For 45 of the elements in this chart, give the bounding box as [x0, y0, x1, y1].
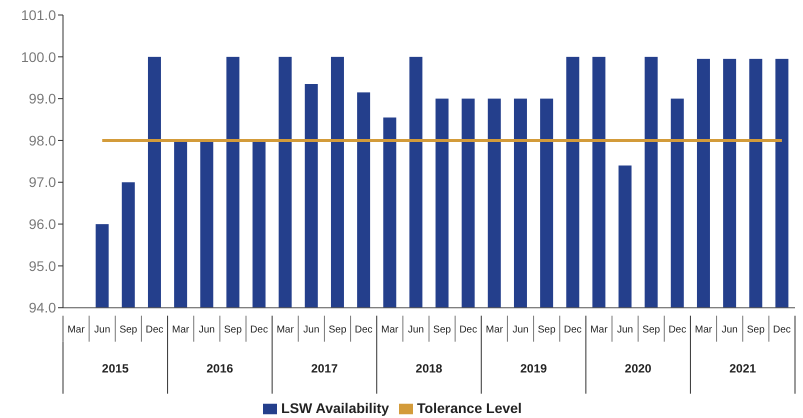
x-tick-label: Mar [486, 324, 504, 336]
text: 2021 [729, 362, 756, 376]
x-tick-label: Sep [746, 324, 766, 336]
x-tick-label: Sep [433, 324, 452, 336]
text: 2020 [624, 362, 652, 376]
y-tick-label: 95.0 [28, 258, 56, 274]
y-tick-label: 99.0 [28, 90, 56, 107]
legend-label: LSW Availability [281, 400, 390, 416]
x-tick-label: Dec [146, 324, 164, 336]
x-tick-label: Jun [512, 324, 529, 336]
x-tick-label: Jun [722, 324, 738, 336]
text: 2017 [311, 362, 338, 376]
y-tick-label: 97.0 [28, 174, 56, 190]
legend-label: Tolerance Level [417, 400, 522, 416]
x-tick-label: Dec [773, 324, 791, 336]
x-tick-label: Mar [381, 324, 400, 336]
y-tick-label: 101.0 [20, 6, 56, 23]
text: 2019 [520, 362, 548, 376]
x-tick-label: Sep [538, 324, 556, 336]
x-tick-label: Mar [694, 324, 713, 336]
x-tick-label: Sep [224, 324, 242, 336]
x-tick-label: Sep [328, 324, 347, 336]
x-tick-label: Mar [67, 324, 86, 336]
x-tick-label: Mar [172, 324, 190, 336]
y-tick-label: 98.0 [28, 132, 56, 148]
y-tick-label: 96.0 [28, 216, 56, 232]
x-tick-label: Jun [94, 324, 110, 336]
x-tick-label: Dec [250, 324, 268, 336]
x-tick-label: Jun [617, 324, 634, 336]
x-tick-label: Dec [354, 324, 373, 336]
x-tick-label: Mar [276, 324, 294, 336]
y-tick-label: 94.0 [28, 300, 56, 316]
x-tick-label: Dec [668, 324, 686, 336]
text: 2018 [416, 362, 443, 376]
x-tick-label: Sep [642, 324, 661, 336]
text: 2016 [206, 362, 234, 376]
x-tick-label: Dec [564, 324, 582, 336]
x-tick-label: Jun [198, 324, 215, 336]
text: 2015 [102, 362, 129, 376]
x-tick-label: Jun [303, 324, 320, 336]
y-tick-label: 100.0 [20, 48, 56, 65]
x-tick-label: Mar [590, 324, 608, 336]
x-tick-label: Jun [408, 324, 424, 336]
x-tick-label: Dec [459, 324, 478, 336]
x-tick-label: Sep [119, 324, 138, 336]
